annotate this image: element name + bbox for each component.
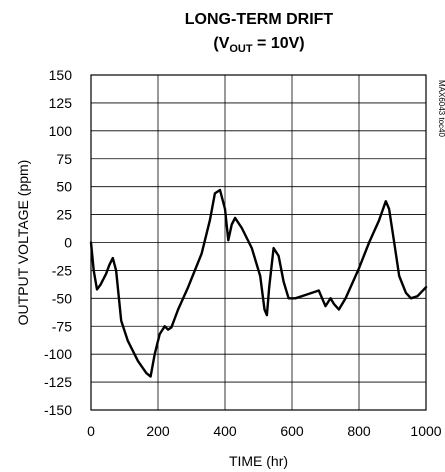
figure-code: MAX6043 toc40	[437, 80, 445, 137]
y-tick-labels: 150 125 100 75 50 25 0 -25 -50 -75 -100 -125 -150	[44, 67, 72, 418]
x-axis-label: TIME (hr)	[229, 453, 288, 469]
chart-subtitle: (VOUT = 10V)	[213, 35, 304, 55]
series-line	[89, 188, 428, 378]
y-tick-label: -100	[44, 346, 72, 362]
y-tick-label: 0	[64, 235, 72, 251]
x-tick-label: 600	[280, 423, 304, 439]
chart-title: LONG-TERM DRIFT	[185, 11, 334, 28]
x-tick-label: 1000	[410, 423, 441, 439]
subtitle-rest: = 10V)	[253, 35, 305, 52]
plot-frame	[90, 74, 427, 411]
series-layer	[89, 188, 428, 378]
y-tick-label: -125	[44, 374, 72, 390]
gridlines	[90, 74, 427, 411]
y-axis-label: OUTPUT VOLTAGE (ppm)	[15, 160, 31, 326]
subtitle-open: (V	[213, 35, 229, 52]
x-tick-labels: 0 200 400 600 800 1000	[87, 423, 442, 439]
y-tick-label: 50	[56, 179, 72, 195]
y-tick-label: -150	[44, 402, 72, 418]
x-tick-label: 400	[213, 423, 237, 439]
y-tick-label: 100	[49, 123, 73, 139]
y-tick-label: -25	[52, 262, 72, 278]
y-tick-label: 125	[49, 95, 73, 111]
y-tick-label: 150	[49, 67, 73, 83]
y-tick-label: -50	[52, 290, 72, 306]
subtitle-subscript: OUT	[229, 43, 253, 55]
y-tick-label: -75	[52, 318, 72, 334]
x-tick-label: 0	[87, 423, 95, 439]
x-tick-label: 800	[347, 423, 371, 439]
x-tick-label: 200	[146, 423, 170, 439]
y-tick-label: 25	[56, 207, 72, 223]
y-tick-label: 75	[56, 151, 72, 167]
